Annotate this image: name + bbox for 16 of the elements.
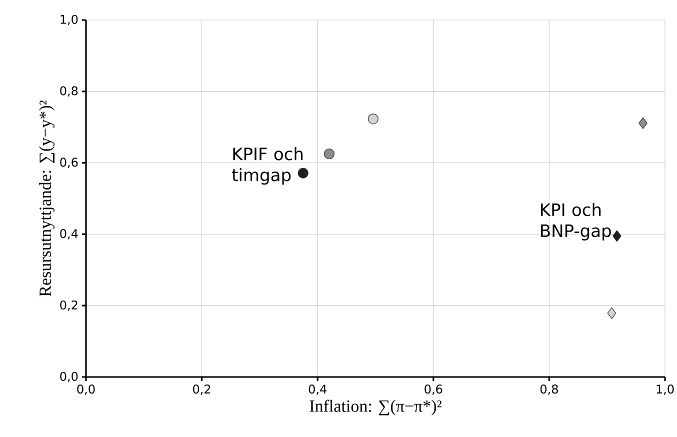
x-tick-label: 0,2 (193, 384, 210, 395)
x-tick-label: 0,6 (424, 384, 442, 395)
y-tick-label: 0,0 (60, 372, 78, 382)
x-axis-title: Inflation: ∑(π−π*)² (310, 400, 442, 416)
annotation: KPIF och timgap (232, 147, 303, 185)
x-tick-label: 0,8 (540, 384, 558, 395)
y-tick-label: 0,4 (60, 229, 78, 240)
x-tick-label: 0,0 (77, 384, 95, 395)
y-tick-label: 1,0 (60, 14, 78, 26)
y-tick-label: 0,6 (60, 158, 78, 168)
annotation: KPI och BNP-gap (541, 202, 611, 240)
y-tick-label: 0,8 (60, 86, 78, 97)
x-tick-label: 0,4 (308, 384, 326, 395)
y-tick-label: 0,2 (60, 300, 78, 311)
y-axis-title: Resursutnyttjande: ∑(y−y*)² (39, 100, 55, 296)
x-tick-label: 1,0 (656, 384, 674, 395)
